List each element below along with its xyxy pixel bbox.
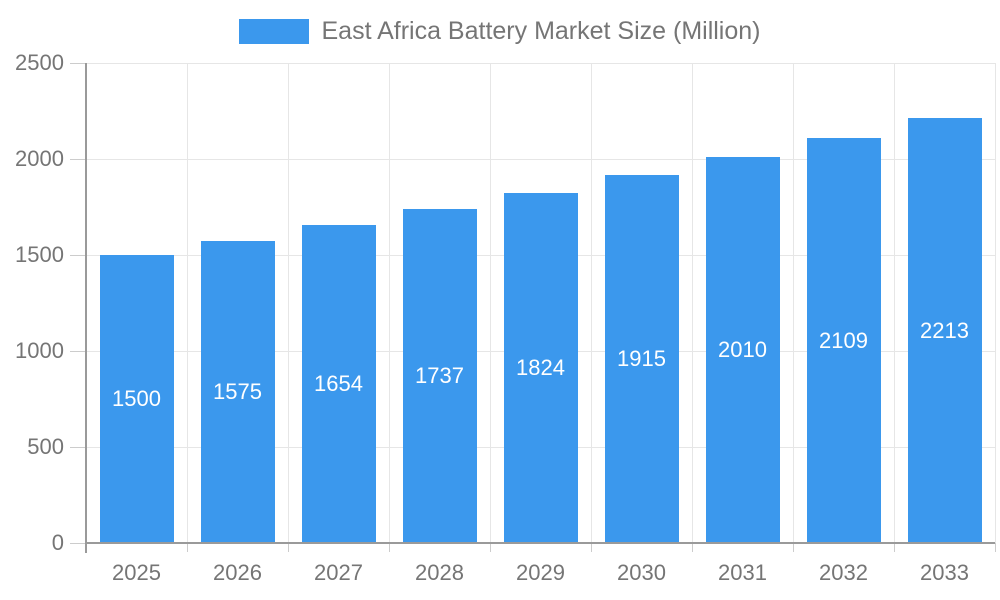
x-tick-label: 2028 (415, 560, 464, 585)
y-axis-tick (70, 543, 86, 544)
x-tick-label: 2032 (819, 560, 868, 585)
gridline (389, 63, 390, 543)
y-tick-label: 500 (27, 434, 64, 459)
y-tick-label: 2000 (15, 146, 64, 171)
bar-value-label: 2109 (819, 328, 868, 353)
y-tick-label: 0 (51, 530, 64, 555)
gridline (490, 63, 491, 543)
x-axis-tick (995, 543, 996, 552)
bar-value-label: 1500 (112, 386, 161, 411)
y-tick-label: 1000 (15, 338, 64, 363)
bar-value-label: 1654 (314, 371, 363, 396)
x-tick-label: 2031 (718, 560, 767, 585)
bar-2025[interactable] (100, 255, 174, 543)
bar-value-label: 2213 (920, 318, 969, 343)
legend-swatch[interactable] (239, 18, 310, 44)
y-axis-line (85, 63, 87, 553)
gridline (793, 63, 794, 543)
legend-label[interactable]: East Africa Battery Market Size (Million… (321, 16, 761, 45)
bar-value-label: 1575 (213, 379, 262, 404)
x-axis-tick (894, 543, 895, 552)
x-axis-tick (591, 543, 592, 552)
y-tick-label: 2500 (15, 50, 64, 75)
y-axis-tick (70, 447, 86, 448)
x-axis-line (85, 542, 995, 544)
bar-2032[interactable] (807, 138, 881, 543)
bar-2026[interactable] (201, 241, 275, 543)
y-axis-tick (70, 255, 86, 256)
bar-value-label: 1824 (516, 355, 565, 380)
gridline (894, 63, 895, 543)
x-axis-tick (692, 543, 693, 552)
bar-2027[interactable] (302, 225, 376, 543)
bar-value-label: 1915 (617, 346, 666, 371)
gridline (591, 63, 592, 543)
bar-2030[interactable] (605, 175, 679, 543)
x-tick-label: 2033 (920, 560, 969, 585)
x-tick-label: 2026 (213, 560, 262, 585)
gridline (995, 63, 996, 543)
bar-2033[interactable] (908, 118, 982, 543)
x-axis-tick (793, 543, 794, 552)
y-tick-label: 1500 (15, 242, 64, 267)
x-tick-label: 2029 (516, 560, 565, 585)
x-axis-tick (288, 543, 289, 552)
x-tick-label: 2025 (112, 560, 161, 585)
legend: East Africa Battery Market Size (Million… (0, 16, 1000, 46)
bar-2028[interactable] (403, 209, 477, 543)
bar-value-label: 1737 (415, 363, 464, 388)
bar-value-label: 2010 (718, 337, 767, 362)
y-axis-tick (70, 159, 86, 160)
y-axis-tick (70, 351, 86, 352)
y-axis-tick (70, 63, 86, 64)
gridline (187, 63, 188, 543)
gridline (692, 63, 693, 543)
gridline (86, 159, 995, 160)
x-axis-tick (490, 543, 491, 552)
x-tick-label: 2027 (314, 560, 363, 585)
x-tick-label: 2030 (617, 560, 666, 585)
bar-2031[interactable] (706, 157, 780, 543)
gridline (86, 63, 995, 64)
x-axis-tick (187, 543, 188, 552)
bar-2029[interactable] (504, 193, 578, 543)
gridline (288, 63, 289, 543)
x-axis-tick (389, 543, 390, 552)
